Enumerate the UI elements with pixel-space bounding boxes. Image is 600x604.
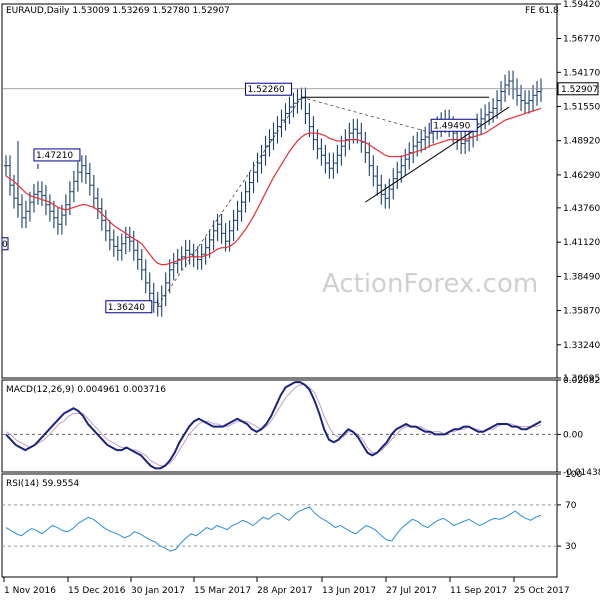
left-edge-box	[1, 237, 9, 251]
rsi-y-tick-label: 100	[565, 470, 582, 480]
left-edge-label: 0	[2, 240, 8, 250]
macd-title: MACD(12,26,9) 0.004961 0.003716	[6, 385, 166, 395]
macd-y-tick-label: -0.014386	[563, 468, 600, 478]
price-y-tick-label: 1.48920	[563, 137, 600, 147]
macd-signal-line	[5, 384, 542, 467]
price-y-tick-label: 1.54170	[563, 68, 600, 78]
last-price-label: 1.52907	[561, 85, 598, 95]
price-level-box	[33, 148, 81, 162]
support-trendline	[365, 106, 510, 203]
price-y-tick-label: 1.38490	[563, 272, 600, 282]
dashed-trendline	[157, 96, 302, 306]
x-tick-label: 27 Jul 2017	[386, 586, 437, 596]
price-y-tick-label: 1.43760	[563, 204, 600, 214]
price-y-tick-label: 1.35870	[563, 307, 600, 317]
x-tick-label: 13 Jun 2017	[322, 586, 376, 596]
x-tick-label: 15 Mar 2017	[194, 586, 251, 596]
price-y-tick-label: 1.41120	[563, 238, 600, 248]
x-tick-label: 1 Nov 2016	[4, 586, 56, 596]
price-level-box	[245, 82, 293, 96]
x-tick-label: 25 Oct 2017	[514, 586, 570, 596]
price-header: EURAUD,Daily 1.53009 1.53269 1.52780 1.5…	[6, 6, 230, 16]
macd-y-tick-label: 0.020827	[563, 376, 600, 386]
price-y-tick-label: 1.51550	[563, 102, 600, 112]
rsi-line	[5, 506, 542, 552]
x-tick-label: 15 Dec 2016	[68, 586, 126, 596]
fe-label: FE 61.8	[525, 6, 559, 16]
x-tick-label: 30 Jan 2017	[131, 586, 185, 596]
dashed-trendline	[301, 96, 434, 134]
price-y-tick-label: 1.56770	[563, 34, 600, 44]
price-y-tick-label: 1.30695	[563, 374, 600, 384]
price-level-label: 1.49490	[433, 121, 470, 131]
rsi-panel-frame	[1, 473, 558, 578]
price-level-label: 1.36240	[108, 303, 145, 313]
macd-line	[5, 381, 542, 470]
price-y-tick-label: 1.46290	[563, 171, 600, 181]
price-y-tick-label: 1.33240	[563, 341, 600, 351]
moving-average-line	[5, 107, 542, 266]
price-level-label: 1.52260	[248, 85, 285, 95]
price-level-box	[430, 118, 478, 132]
price-level-label: 1.47210	[36, 151, 73, 161]
price-panel-frame	[1, 3, 558, 379]
watermark-text: ActionForex.com	[322, 269, 538, 299]
macd-y-tick-label: 0.00	[563, 430, 583, 440]
x-tick-label: 11 Sep 2017	[450, 586, 507, 596]
price-level-box	[105, 300, 153, 314]
rsi-title: RSI(14) 59.9554	[6, 479, 79, 489]
x-tick-label: 28 Apr 2017	[257, 586, 313, 596]
last-price-box	[557, 82, 599, 96]
rsi-y-tick-label: 30	[565, 542, 577, 552]
rsi-y-tick-label: 70	[565, 501, 577, 511]
price-y-tick-label: 1.59420	[563, 0, 600, 10]
